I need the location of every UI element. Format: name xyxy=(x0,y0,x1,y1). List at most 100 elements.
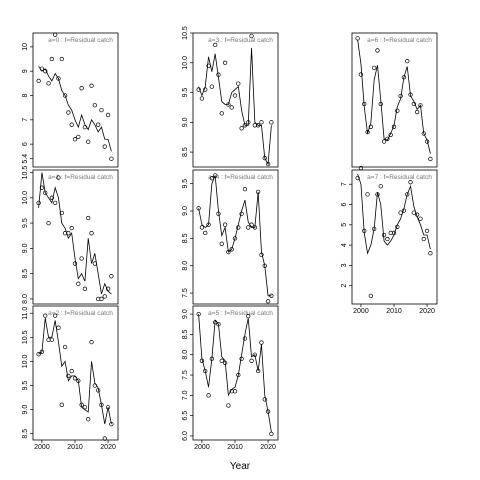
panel-title: a=4 : f=Residual catch xyxy=(208,174,273,181)
panel-title: a=6 : f=Residual catch xyxy=(367,37,432,44)
point xyxy=(62,93,68,98)
y-tick-label: 10.0 xyxy=(182,56,189,70)
point xyxy=(56,175,61,180)
point xyxy=(259,340,264,345)
y-tick-label: 8.5 xyxy=(182,147,189,157)
y-tick-label: 8 xyxy=(22,93,29,97)
point xyxy=(269,431,274,437)
point xyxy=(105,112,111,118)
point xyxy=(109,274,114,279)
point xyxy=(86,417,91,422)
point xyxy=(36,352,41,357)
point xyxy=(43,313,48,318)
point xyxy=(265,299,271,304)
point xyxy=(421,236,426,242)
fit-line xyxy=(357,173,431,255)
panel-title: a=0 : f=Residual catch xyxy=(48,37,113,44)
point xyxy=(92,103,97,108)
point xyxy=(89,83,94,88)
panel-frame xyxy=(32,169,119,305)
point xyxy=(62,344,68,350)
point xyxy=(56,325,61,330)
point xyxy=(226,403,231,408)
y-tick-label: 8.5 xyxy=(22,429,29,439)
point xyxy=(102,436,107,441)
x-tick-label: 2020 xyxy=(260,444,276,451)
point xyxy=(102,294,107,299)
point xyxy=(53,200,58,206)
y-tick-label: 3 xyxy=(341,263,348,267)
point xyxy=(69,122,74,127)
point xyxy=(428,156,433,162)
point xyxy=(428,251,433,256)
point xyxy=(372,65,377,70)
point xyxy=(89,231,94,236)
point xyxy=(405,58,410,64)
y-tick-label: 4 xyxy=(341,243,348,247)
y-tick-label: 8.5 xyxy=(182,329,189,339)
y-tick-label: 6 xyxy=(341,202,348,206)
point xyxy=(219,241,224,246)
point xyxy=(72,137,78,142)
point xyxy=(385,136,390,142)
y-tick-label: 10.0 xyxy=(22,355,29,369)
x-tick-label: 2000 xyxy=(34,444,50,451)
x-tick-label: 2010 xyxy=(386,308,402,315)
point xyxy=(89,340,94,345)
point xyxy=(49,56,55,62)
fit-line xyxy=(198,175,272,297)
y-tick-label: 10.5 xyxy=(22,330,29,344)
x-tick-label: 2000 xyxy=(353,308,369,315)
point xyxy=(46,220,51,226)
point xyxy=(56,76,61,81)
point xyxy=(408,180,413,185)
point xyxy=(86,139,91,144)
y-tick-label: 5.4 xyxy=(22,154,29,164)
y-tick-label: 9.0 xyxy=(182,117,189,127)
point xyxy=(375,48,380,53)
point xyxy=(358,72,364,77)
point xyxy=(53,32,58,37)
point xyxy=(203,87,208,92)
y-tick-label: 8.5 xyxy=(22,269,29,279)
point xyxy=(102,144,107,149)
fit-line xyxy=(357,39,431,154)
point xyxy=(46,81,51,86)
y-tick-label: 9.0 xyxy=(182,206,189,216)
point xyxy=(96,122,101,127)
point xyxy=(365,192,370,197)
point xyxy=(355,175,360,181)
point xyxy=(206,393,211,398)
point xyxy=(59,210,64,216)
y-tick-label: 5 xyxy=(341,223,348,227)
point xyxy=(219,358,224,363)
y-tick-label: 7.0 xyxy=(182,390,189,400)
point xyxy=(76,134,81,139)
y-tick-label: 9.5 xyxy=(22,381,29,391)
y-tick-label: 9.5 xyxy=(182,88,189,98)
y-tick-label: 9.0 xyxy=(22,405,29,415)
point xyxy=(82,286,88,291)
y-tick-label: 8.0 xyxy=(182,261,189,271)
panel-frame xyxy=(32,32,119,168)
point xyxy=(239,126,244,131)
x-tick-label: 2020 xyxy=(100,444,116,451)
point xyxy=(213,42,218,48)
point xyxy=(232,93,238,98)
fit-line xyxy=(198,314,272,432)
y-tick-label: 2 xyxy=(341,284,348,288)
fit-line xyxy=(38,66,112,152)
y-tick-label: 9.5 xyxy=(182,179,189,189)
y-tick-label: 7.5 xyxy=(182,288,189,298)
point xyxy=(66,110,71,115)
x-tick-label: 2020 xyxy=(419,308,435,315)
x-tick-label: 2010 xyxy=(67,444,83,451)
point xyxy=(222,60,228,65)
y-tick-label: 8.5 xyxy=(182,233,189,243)
y-tick-label: 9 xyxy=(22,69,29,73)
point xyxy=(69,368,74,374)
point xyxy=(405,192,410,197)
point xyxy=(355,36,360,41)
point xyxy=(262,397,267,402)
